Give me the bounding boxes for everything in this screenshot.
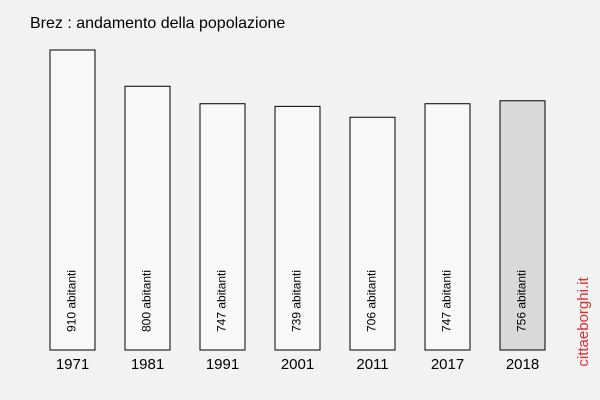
x-tick-label: 2011 — [356, 356, 388, 373]
value-label: 747 abitanti — [440, 270, 454, 332]
x-tick-label: 2017 — [431, 356, 464, 373]
value-label: 800 abitanti — [140, 270, 154, 332]
value-label: 706 abitanti — [365, 270, 379, 332]
x-tick-label: 1981 — [131, 356, 164, 373]
bar — [499, 100, 546, 351]
bar — [49, 49, 96, 351]
watermark: cittaeborghi.it — [575, 277, 592, 367]
bar — [274, 105, 321, 351]
chart-title: Brez : andamento della popolazione — [30, 15, 285, 32]
x-tick-label: 1971 — [56, 356, 89, 373]
bar — [424, 103, 471, 351]
value-label: 910 abitanti — [65, 270, 79, 332]
x-tick-label: 2001 — [281, 356, 314, 373]
x-tick-label: 1991 — [206, 356, 239, 373]
bar — [124, 85, 171, 351]
value-label: 756 abitanti — [515, 270, 529, 332]
x-tick-label: 2018 — [506, 356, 539, 373]
bar — [349, 116, 396, 351]
bar — [199, 103, 246, 351]
value-label: 739 abitanti — [290, 270, 304, 332]
value-label: 747 abitanti — [215, 270, 229, 332]
